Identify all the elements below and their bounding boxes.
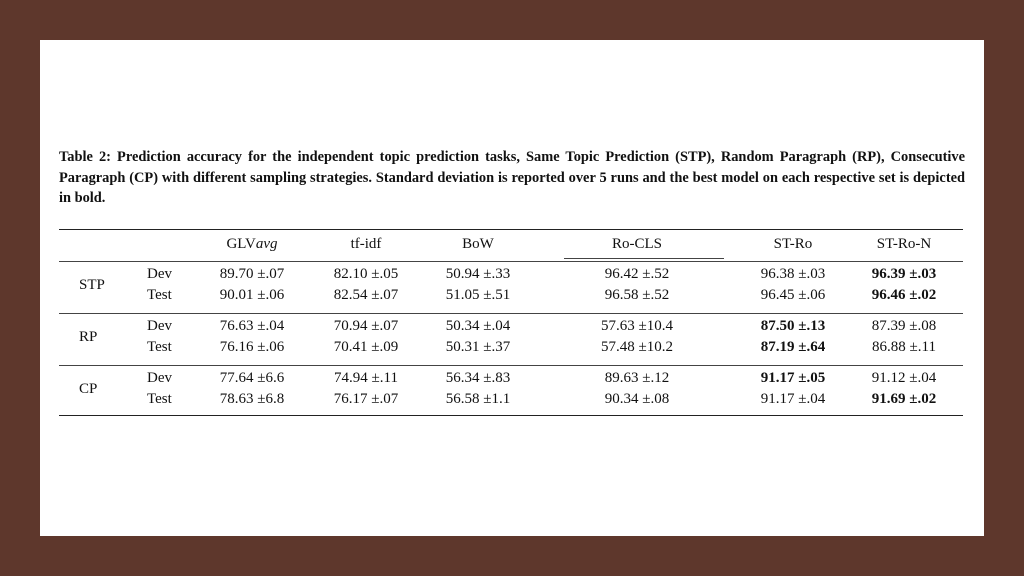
table-cell: 91.12 ±.04 [871, 370, 937, 386]
table-cell: 82.54 ±.07 [333, 287, 399, 303]
table-caption: Table 2: Prediction accuracy for the ind… [59, 149, 965, 206]
group-label: RP [79, 328, 98, 345]
split-label: Dev [147, 370, 172, 386]
column-header: GLVavg [226, 234, 277, 254]
table-cell: 86.88 ±.11 [872, 339, 936, 355]
split-label: Test [147, 339, 172, 355]
table-cell: 57.63 ±10.4 [601, 318, 673, 334]
table-cell: 96.42 ±.52 [604, 266, 670, 282]
table-cell: 50.94 ±.33 [445, 266, 511, 282]
table-cell: 96.46 ±.02 [871, 287, 937, 303]
slide: Table 2: Prediction accuracy for the ind… [40, 40, 984, 536]
table-cell: 78.63 ±6.8 [219, 391, 285, 407]
table-cell: 87.19 ±.64 [760, 339, 826, 355]
split-label: Test [147, 287, 172, 303]
table-cell: 89.63 ±.12 [604, 370, 670, 386]
table-cell: 87.50 ±.13 [760, 318, 826, 334]
table-cell: 76.17 ±.07 [333, 391, 399, 407]
table-cell: 96.45 ±.06 [760, 287, 826, 303]
column-header: tf-idf [350, 236, 382, 252]
table-cell: 91.69 ±.02 [871, 391, 937, 407]
table-cell: 56.58 ±1.1 [445, 391, 511, 407]
results-table: GLVavg tf-idf BoW Ro-CLS ST-Ro ST-Ro-N STP Dev 8… [59, 229, 963, 416]
table-cell: 91.17 ±.05 [760, 370, 826, 386]
table-rule [59, 365, 963, 366]
table-cell: 76.63 ±.04 [219, 318, 285, 334]
column-header: ST-Ro-N [876, 236, 932, 252]
group-label: CP [79, 380, 98, 397]
table-cell: 87.39 ±.08 [871, 318, 937, 334]
table-cell: 96.39 ±.03 [871, 266, 937, 282]
split-label: Test [147, 391, 172, 407]
table-cell: 57.48 ±10.2 [601, 339, 673, 355]
split-label: Dev [147, 318, 172, 334]
column-header: BoW [462, 236, 494, 252]
table-cell: 96.38 ±.03 [760, 266, 826, 282]
table-cell: 70.41 ±.09 [333, 339, 399, 355]
table-cell: 82.10 ±.05 [333, 266, 399, 282]
table-cell: 91.17 ±.04 [760, 391, 826, 407]
table-cell: 70.94 ±.07 [333, 318, 399, 334]
table-cell: 51.05 ±.51 [445, 287, 511, 303]
table-cell: 50.31 ±.37 [445, 339, 511, 355]
table-cell: 90.01 ±.06 [219, 287, 285, 303]
table-cell: 77.64 ±6.6 [219, 370, 285, 386]
table-rule [59, 229, 963, 230]
split-label: Dev [147, 266, 172, 282]
column-header: Ro-CLS [611, 236, 663, 252]
table-cell: 90.34 ±.08 [604, 391, 670, 407]
table-rule [59, 313, 963, 314]
table-cell: 96.58 ±.52 [604, 287, 670, 303]
table-cell: 50.34 ±.04 [445, 318, 511, 334]
table-rule [59, 415, 963, 416]
table-rule [59, 261, 963, 262]
column-header: ST-Ro [773, 236, 813, 252]
table-cell: 76.16 ±.06 [219, 339, 285, 355]
column-header-subscript: avg [255, 236, 278, 252]
column-header-prefix: GLV [226, 236, 256, 252]
group-label: STP [79, 276, 105, 293]
table-cell: 56.34 ±.83 [445, 370, 511, 386]
header-cmidrule [564, 258, 724, 259]
table-cell: 89.70 ±.07 [219, 266, 285, 282]
table-cell: 74.94 ±.11 [334, 370, 398, 386]
